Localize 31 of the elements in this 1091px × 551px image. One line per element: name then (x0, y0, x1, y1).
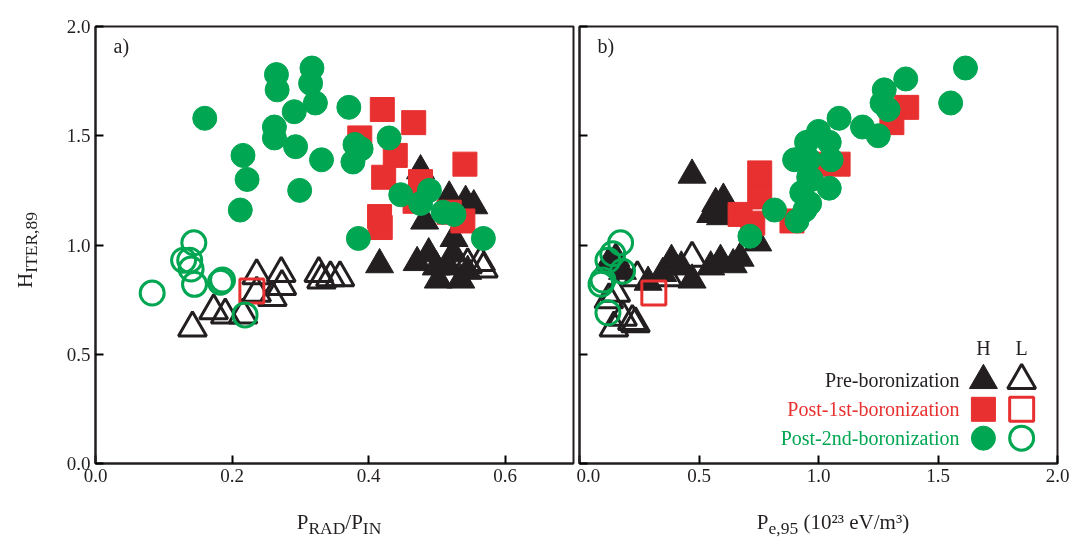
legend-label: Post-2nd-boronization (780, 427, 960, 450)
point (598, 310, 630, 338)
y-tick-label: 2.0 (66, 16, 91, 37)
point (893, 66, 919, 92)
y-tick-label: 1.0 (66, 234, 91, 256)
point (875, 97, 901, 123)
x-tick-label: 1.5 (926, 464, 950, 486)
x-axis-title: P$_{e,95}$ (10²³ eV/m³) (756, 509, 910, 541)
annotation: b) (597, 34, 615, 58)
legend-label: Pre-boronization (825, 369, 960, 392)
annotation: H (976, 336, 991, 359)
x-tick-label: 1.0 (806, 464, 831, 486)
point (826, 105, 852, 131)
point (952, 55, 978, 81)
y-tick-label: 1.5 (66, 125, 91, 147)
annotation: L (1015, 336, 1028, 359)
point (762, 197, 788, 223)
x-axis-title: P$_{RAD}$/P$_{IN}$ (296, 509, 382, 541)
x-tick-label: 0.5 (687, 464, 711, 486)
point (938, 90, 964, 116)
x-tick-label: 0.2 (220, 464, 244, 486)
point (718, 248, 748, 274)
x-tick-label: 0.6 (493, 464, 518, 486)
annotation: a) (113, 34, 130, 58)
point (865, 123, 891, 149)
x-tick-label: 0.0 (576, 464, 601, 486)
x-tick-label: 2.0 (1045, 464, 1070, 486)
x-tick-label: 0.4 (356, 464, 382, 486)
y-tick-label: 0.5 (66, 343, 91, 365)
point (747, 160, 773, 186)
legend-label: Post-1st-boronization (787, 398, 960, 421)
